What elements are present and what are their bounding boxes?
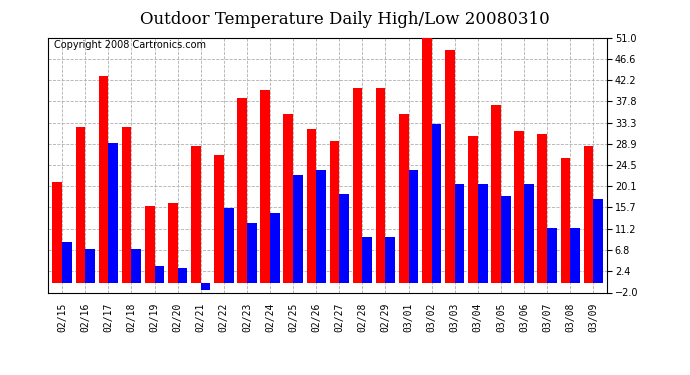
Bar (422, 35, 432, 283)
Bar (306, 129, 316, 283)
Bar (284, 114, 293, 283)
Text: Copyright 2008 Cartronics.com: Copyright 2008 Cartronics.com (54, 40, 206, 50)
Bar (514, 131, 524, 283)
Bar (538, 134, 547, 283)
Bar (376, 88, 386, 283)
Bar (339, 194, 349, 283)
Bar (191, 146, 201, 283)
Bar (445, 50, 455, 283)
Bar (432, 124, 442, 283)
Bar (455, 184, 464, 283)
Bar (224, 208, 233, 283)
Bar (469, 136, 478, 283)
Bar (247, 223, 257, 283)
Bar (145, 206, 155, 283)
Bar (593, 199, 603, 283)
Bar (155, 266, 164, 283)
Bar (491, 105, 501, 283)
Bar (75, 126, 86, 283)
Bar (330, 141, 339, 283)
Bar (237, 98, 247, 283)
Bar (177, 268, 187, 283)
Bar (168, 204, 177, 283)
Bar (52, 182, 62, 283)
Bar (62, 242, 72, 283)
Bar (201, 283, 210, 290)
Bar (108, 143, 118, 283)
Bar (386, 237, 395, 283)
Bar (547, 228, 557, 283)
Bar (478, 184, 488, 283)
Bar (524, 184, 534, 283)
Bar (293, 175, 303, 283)
Bar (270, 213, 279, 283)
Bar (316, 170, 326, 283)
Bar (121, 126, 131, 283)
Bar (501, 196, 511, 283)
Bar (399, 114, 408, 283)
Bar (214, 155, 224, 283)
Bar (353, 88, 362, 283)
Bar (584, 146, 593, 283)
Bar (86, 249, 95, 283)
Text: Outdoor Temperature Daily High/Low 20080310: Outdoor Temperature Daily High/Low 20080… (140, 11, 550, 28)
Bar (362, 237, 372, 283)
Bar (560, 158, 570, 283)
Bar (260, 90, 270, 283)
Bar (131, 249, 141, 283)
Bar (99, 76, 108, 283)
Bar (408, 170, 418, 283)
Bar (570, 228, 580, 283)
